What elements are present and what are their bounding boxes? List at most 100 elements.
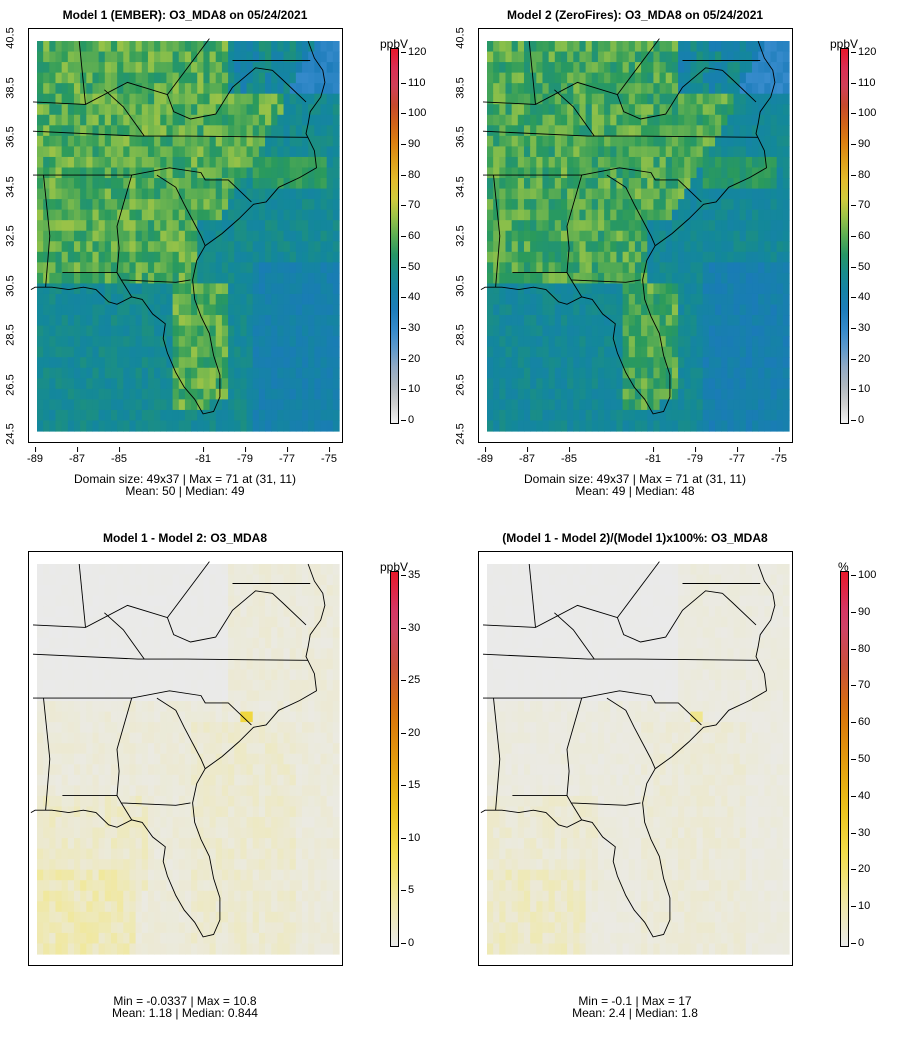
state-border <box>483 167 702 203</box>
y-tick-label: 32.5 <box>454 225 467 247</box>
colorbar-tick-label: 10 <box>400 383 421 396</box>
y-tick-label: 30.5 <box>454 274 467 297</box>
colorbar-tick-label: 0 <box>850 414 865 426</box>
state-border <box>272 592 307 626</box>
concentration-grid <box>487 564 790 955</box>
colorbar-tick-label: 90 <box>850 605 871 618</box>
colorbar <box>390 48 399 424</box>
panel-title: (Model 1 - Model 2)/(Model 1)x100%: O3_M… <box>502 531 768 545</box>
state-border <box>493 175 501 288</box>
state-border <box>606 697 656 769</box>
colorbar-tick-label: 100 <box>400 107 427 120</box>
map-frame <box>28 28 343 443</box>
colorbar-tick-label: 50 <box>850 753 871 765</box>
state-border <box>570 279 583 298</box>
colorbar-tick-label: 110 <box>401 76 426 89</box>
state-border <box>528 563 536 628</box>
state-border <box>606 174 656 246</box>
state-border <box>104 612 145 660</box>
state-border <box>116 174 133 273</box>
x-tick-label: -81 <box>645 447 661 465</box>
x-tick-label: -77 <box>729 447 745 465</box>
state-border <box>167 38 210 95</box>
colorbar-tick-label: 60 <box>400 230 421 242</box>
state-border <box>120 279 133 298</box>
x-tick-label: -87 <box>69 447 85 465</box>
x-tick-label: -87 <box>519 447 535 465</box>
colorbar-tick-label: 60 <box>850 716 871 729</box>
colorbar-tick-label: 80 <box>400 168 421 181</box>
state-boundaries <box>30 38 326 415</box>
map-frame <box>478 551 793 966</box>
map-frame <box>478 28 793 443</box>
colorbar-unit: ppbV <box>380 560 409 574</box>
y-tick-label: 36.5 <box>4 126 17 148</box>
colorbar-tick-label: 50 <box>850 260 871 273</box>
state-border <box>272 69 307 103</box>
colorbar-tick-label: 10 <box>400 831 421 844</box>
state-border <box>554 612 595 660</box>
colorbar <box>390 571 399 947</box>
stats-line-1: Domain size: 49x37 | Max = 71 at (31, 11… <box>73 472 297 486</box>
colorbar-tick-label: 30 <box>400 322 421 334</box>
state-border <box>722 69 757 103</box>
x-tick-label: -89 <box>477 447 493 465</box>
colorbar-tick-label: 0 <box>400 414 415 426</box>
state-border <box>156 697 206 769</box>
colorbar-tick-label: 90 <box>400 138 421 150</box>
y-tick-label: 38.5 <box>454 76 467 99</box>
y-tick-label: 34.5 <box>454 175 467 198</box>
state-border <box>566 174 583 273</box>
colorbar-tick-label: 100 <box>850 569 877 581</box>
concentration-grid <box>37 41 340 432</box>
x-tick-label: -89 <box>27 447 43 465</box>
colorbar-tick-label: 60 <box>850 230 871 242</box>
state-border <box>482 653 759 661</box>
colorbar-tick-label: 35 <box>400 569 421 581</box>
colorbar-tick-label: 120 <box>400 46 427 58</box>
state-border <box>78 40 86 105</box>
state-border <box>483 690 702 726</box>
colorbar-tick-label: 70 <box>850 679 871 692</box>
colorbar-tick-label: 20 <box>400 726 421 739</box>
y-tick-label: 36.5 <box>454 126 467 148</box>
map-canvas <box>480 38 790 432</box>
colorbar-tick-label: 20 <box>400 352 421 365</box>
state-border <box>482 67 723 120</box>
colorbar-tick-label: 70 <box>400 199 421 212</box>
y-tick-label: 34.5 <box>4 175 17 198</box>
coastline <box>480 40 776 415</box>
y-tick-label: 26.5 <box>4 373 17 396</box>
colorbar-unit: ppbV <box>830 37 859 51</box>
state-border <box>722 592 757 626</box>
state-border <box>482 590 723 643</box>
map-canvas <box>30 561 340 955</box>
state-border <box>43 698 51 811</box>
y-tick-label: 28.5 <box>4 324 17 346</box>
state-border <box>528 40 536 105</box>
stats-line-1: Domain size: 49x37 | Max = 71 at (31, 11… <box>523 472 747 486</box>
colorbar-tick-label: 30 <box>400 621 421 634</box>
colorbar-tick-label: 40 <box>850 291 871 304</box>
map-frame <box>28 551 343 966</box>
colorbar-tick-label: 80 <box>850 642 871 655</box>
colorbar <box>840 571 849 947</box>
state-border <box>570 802 583 821</box>
x-tick-label: -81 <box>195 447 211 465</box>
colorbar-tick-label: 90 <box>850 138 871 150</box>
y-tick-label: 28.5 <box>454 324 467 346</box>
state-border <box>32 590 273 643</box>
state-border <box>32 67 273 120</box>
coastline <box>480 563 776 938</box>
state-border <box>566 697 583 796</box>
state-border <box>617 561 660 618</box>
y-tick-label: 40.5 <box>454 27 467 49</box>
y-tick-label: 26.5 <box>454 373 467 396</box>
y-tick-label: 30.5 <box>4 274 17 297</box>
y-tick-label: 38.5 <box>4 76 17 99</box>
colorbar-tick-label: 40 <box>850 789 871 802</box>
colorbar <box>840 48 849 424</box>
panel-title: Model 1 (EMBER): O3_MDA8 on 05/24/2021 <box>62 8 308 22</box>
y-tick-label: 32.5 <box>4 225 17 247</box>
y-tick-label: 24.5 <box>454 423 467 445</box>
